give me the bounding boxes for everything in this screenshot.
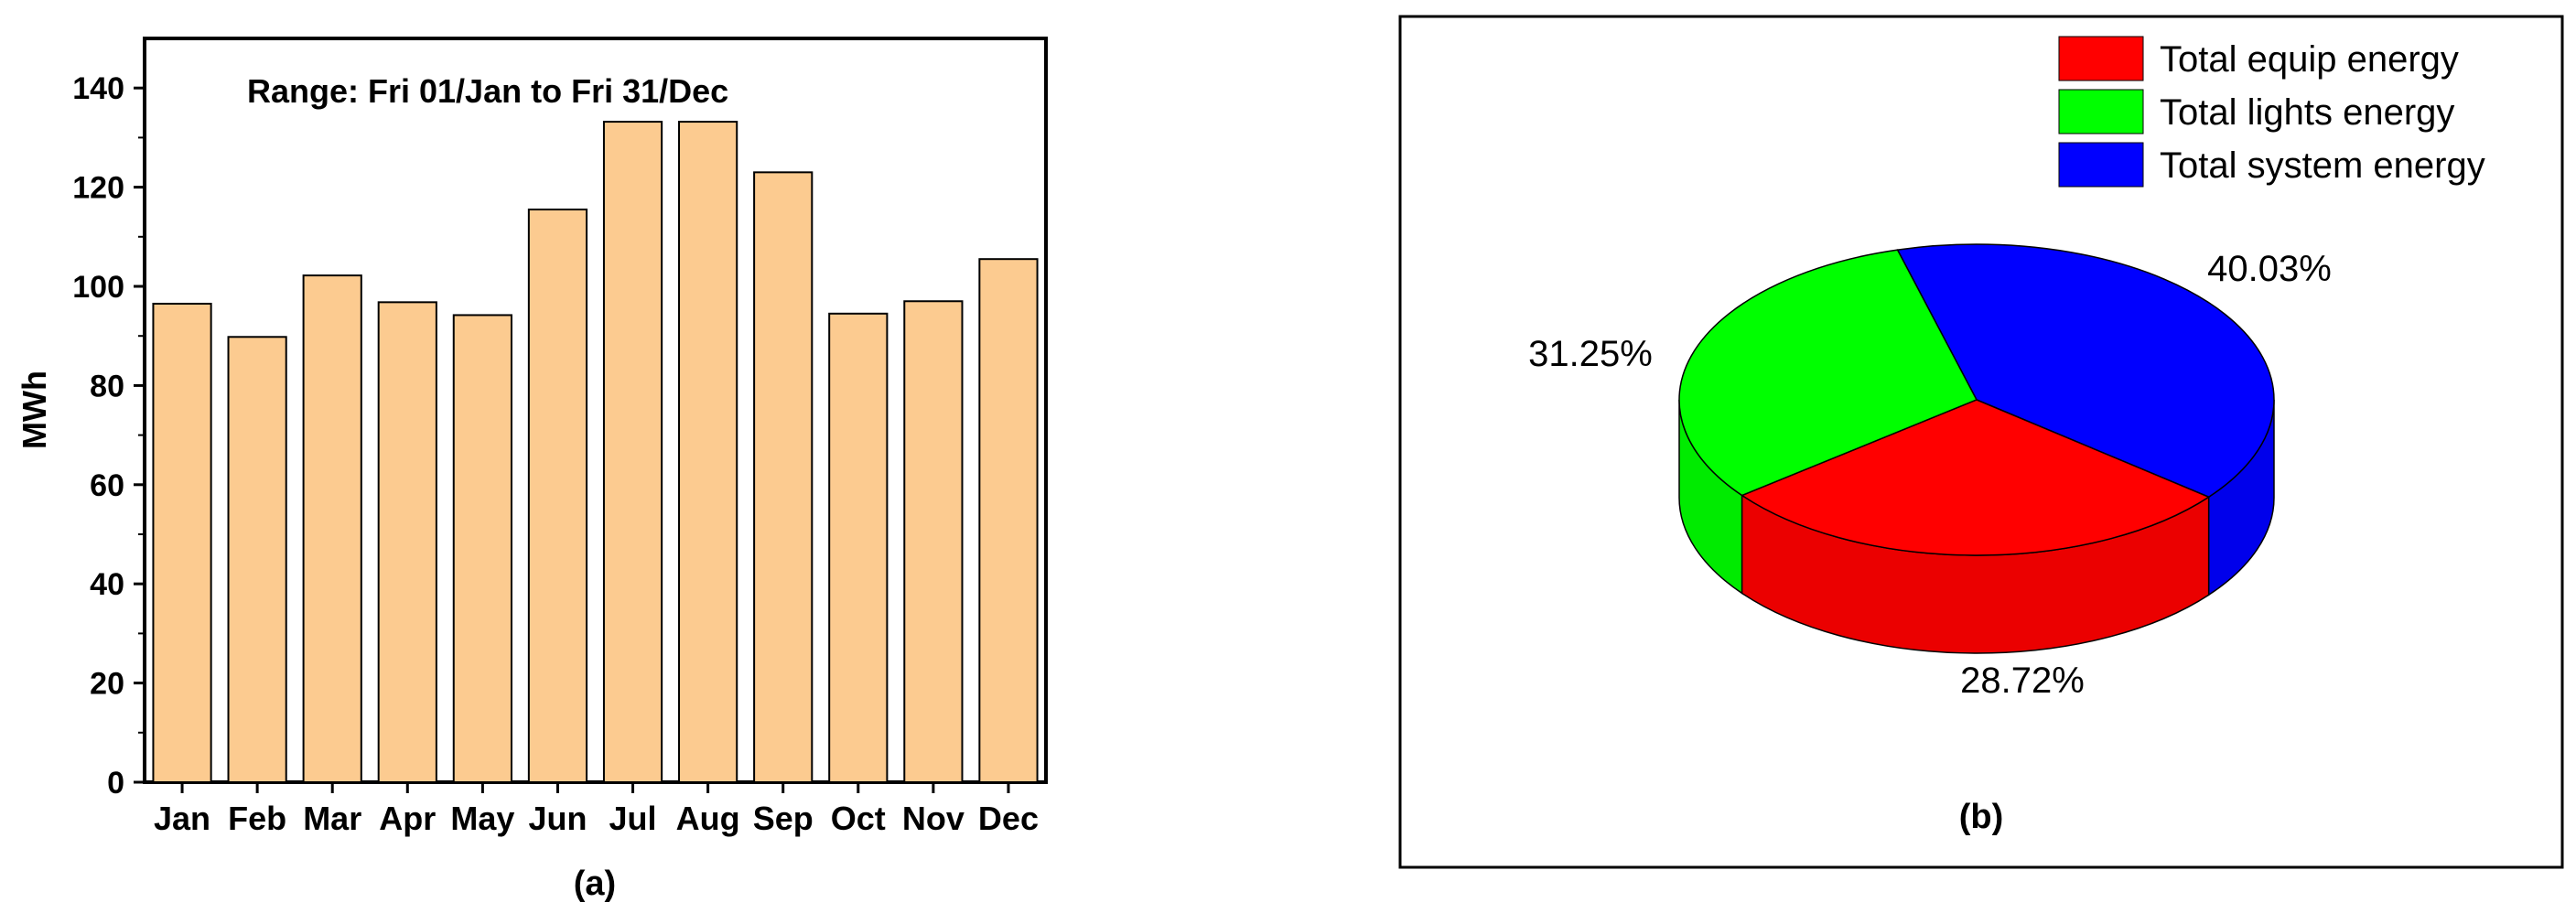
pie-percent-label: 40.03% <box>2207 249 2332 289</box>
panel-label-a: (a) <box>574 865 616 903</box>
range-annotation: Range: Fri 01/Jan to Fri 31/Dec <box>247 72 728 110</box>
y-tick-label: 140 <box>72 71 124 106</box>
legend-label: Total system energy <box>2160 145 2485 186</box>
legend-swatch <box>2058 89 2144 134</box>
y-tick-label: 120 <box>72 171 124 206</box>
legend-label: Total equip energy <box>2160 39 2459 80</box>
x-tick-label: Jul <box>609 800 657 837</box>
x-tick-label: Sep <box>753 800 814 837</box>
pie-series: 28.72% 31.25% 40.03% <box>1528 243 2332 701</box>
pie-slice-total-system-energy <box>1896 243 2275 499</box>
x-tick-label: Aug <box>676 800 740 837</box>
x-axis: Jan Feb Mar Apr May Jun Jul Aug Sep Oct Nov Dec <box>154 782 1039 837</box>
bar-mar <box>302 274 362 783</box>
x-tick-label: May <box>450 800 514 837</box>
bar-dec <box>978 258 1039 783</box>
x-tick-label: Jun <box>528 800 587 837</box>
legend-swatch <box>2058 142 2144 188</box>
bar-jun <box>527 208 588 784</box>
panel-label-b: (b) <box>1959 798 2004 836</box>
x-tick-label: Jan <box>154 800 210 837</box>
y-tick-label: 60 <box>90 468 124 503</box>
y-tick-label: 100 <box>72 270 124 305</box>
y-tick-label: 20 <box>90 667 124 702</box>
x-tick-label: Nov <box>902 800 965 837</box>
x-tick-label: Mar <box>303 800 361 837</box>
bar-nov <box>903 300 964 783</box>
bar-plot-frame <box>143 37 1048 784</box>
pie-slice-total-lights-energy <box>1678 249 1978 497</box>
y-tick-label: 0 <box>107 766 124 800</box>
bar-aug <box>678 121 738 783</box>
bar-may <box>452 314 512 783</box>
legend-swatch <box>2058 36 2144 81</box>
bar-oct <box>828 312 889 783</box>
bar-apr <box>377 301 437 783</box>
y-tick-label: 80 <box>90 369 124 403</box>
bar-feb <box>227 336 287 783</box>
y-axis-label: MWh <box>16 371 53 449</box>
bar-jan <box>152 302 212 784</box>
x-tick-label: Feb <box>228 800 286 837</box>
bar-chart-panel: 0 20 40 60 80 100 120 140 Jan Feb Mar Apr May Jun Jul… <box>16 37 1048 903</box>
pie-percent-label: 28.72% <box>1960 661 2085 701</box>
bar-sep <box>753 171 814 783</box>
x-tick-label: Oct <box>831 800 886 837</box>
bar-jul <box>602 121 663 783</box>
x-tick-label: Apr <box>379 800 436 837</box>
legend-label: Total lights energy <box>2160 92 2454 133</box>
y-tick-label: 40 <box>90 567 124 602</box>
bar-series <box>152 121 1039 784</box>
pie-chart-panel: 28.72%31.25%40.03% Total equip energyTot… <box>1398 15 2564 869</box>
pie-percent-label: 31.25% <box>1528 334 1653 374</box>
y-axis: 0 20 40 60 80 100 120 140 <box>72 71 145 800</box>
x-tick-label: Dec <box>978 800 1039 837</box>
legend: Total equip energy Total lights energy Tot… <box>2058 36 2485 188</box>
pie-slice-total-equip-energy <box>1741 399 2211 556</box>
